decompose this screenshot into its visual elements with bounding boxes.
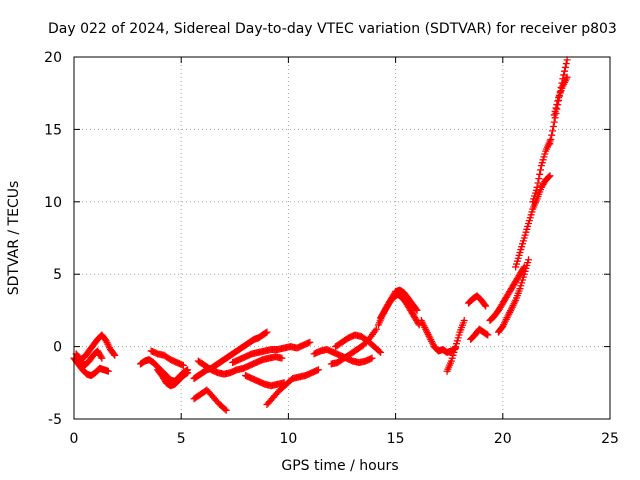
data-point [525, 256, 533, 264]
data-point [104, 367, 112, 375]
data-point [545, 173, 553, 181]
data-point [110, 350, 118, 358]
series-sat-o [327, 325, 380, 368]
data-point [111, 351, 119, 359]
data-point [314, 366, 322, 374]
data-point [546, 140, 554, 148]
data-point [550, 111, 558, 119]
data-point [375, 347, 383, 355]
data-point [377, 348, 385, 356]
series-sat-m [310, 345, 376, 367]
x-tick-label: 15 [387, 431, 405, 447]
data-point [179, 361, 187, 369]
chart-title: Day 022 of 2024, Sidereal Day-to-day VTE… [48, 21, 617, 37]
x-tick-labels: 0 5 10 15 20 25 [70, 431, 619, 447]
series-sat-aa [550, 73, 571, 119]
y-axis-label: SDTVAR / TECUs [6, 181, 22, 296]
y-tick-label: 15 [44, 122, 62, 138]
data-point [537, 166, 545, 174]
y-tick-label: 0 [53, 340, 62, 356]
data-point [263, 328, 271, 336]
data-point [548, 131, 556, 139]
plot-frame [73, 56, 611, 420]
data-point [550, 118, 558, 126]
data-point [561, 67, 569, 75]
series-sat-l [263, 366, 322, 409]
x-tick-label: 20 [494, 431, 512, 447]
x-axis-label: GPS time / hours [281, 458, 398, 474]
y-tick-labels: -5 0 5 10 15 20 [44, 50, 62, 428]
data-point [98, 354, 106, 362]
data-point [460, 317, 468, 325]
series-sat-c [76, 347, 106, 369]
data-point [535, 175, 543, 183]
data-points [70, 56, 571, 414]
series-sat-j [229, 338, 314, 367]
series-sat-u [467, 325, 492, 343]
series-sat-t [464, 292, 490, 310]
data-point [552, 104, 560, 112]
data-point [484, 331, 492, 339]
data-point [549, 127, 557, 135]
series-sat-h [194, 353, 286, 378]
data-point [536, 170, 544, 178]
series-sat-b [72, 331, 119, 364]
grid-lines [74, 57, 610, 419]
data-point [549, 123, 557, 131]
y-tick-label: 10 [44, 195, 62, 211]
series-sat-i [190, 386, 230, 414]
y-tick-label: 20 [44, 50, 62, 66]
data-point [554, 97, 562, 105]
data-point [412, 305, 420, 313]
series-sat-s [443, 317, 468, 375]
data-point [533, 183, 541, 191]
x-tick-label: 10 [279, 431, 297, 447]
series-sat-v [486, 263, 528, 325]
y-tick-label: 5 [53, 267, 62, 283]
data-point [184, 369, 192, 377]
data-point [547, 136, 555, 144]
data-point [221, 405, 229, 413]
y-tick-label: -5 [48, 412, 62, 428]
data-point [551, 107, 559, 115]
data-point [553, 100, 561, 108]
series-sat-q [377, 290, 423, 329]
data-point [546, 172, 554, 180]
series-sat-e [154, 366, 192, 390]
x-tick-label: 0 [70, 431, 79, 447]
x-tick-label: 5 [177, 431, 186, 447]
data-point [372, 325, 380, 333]
data-point [306, 338, 314, 346]
data-point [482, 302, 490, 310]
x-tick-label: 25 [601, 431, 619, 447]
data-point [561, 63, 569, 71]
series-sat-z [546, 56, 571, 148]
data-point [222, 406, 230, 414]
series-sat-y [529, 137, 554, 206]
series-sat-x [512, 172, 554, 271]
data-point [563, 73, 571, 81]
series-sat-n [332, 331, 385, 356]
data-point [481, 301, 489, 309]
data-point [563, 56, 571, 64]
data-point [278, 354, 286, 362]
data-point [413, 306, 421, 314]
series-sat-w [495, 256, 533, 336]
series-sat-f [147, 347, 187, 369]
data-point [562, 60, 570, 68]
data-point [534, 179, 542, 187]
data-point [368, 354, 376, 362]
data-point [97, 353, 105, 361]
